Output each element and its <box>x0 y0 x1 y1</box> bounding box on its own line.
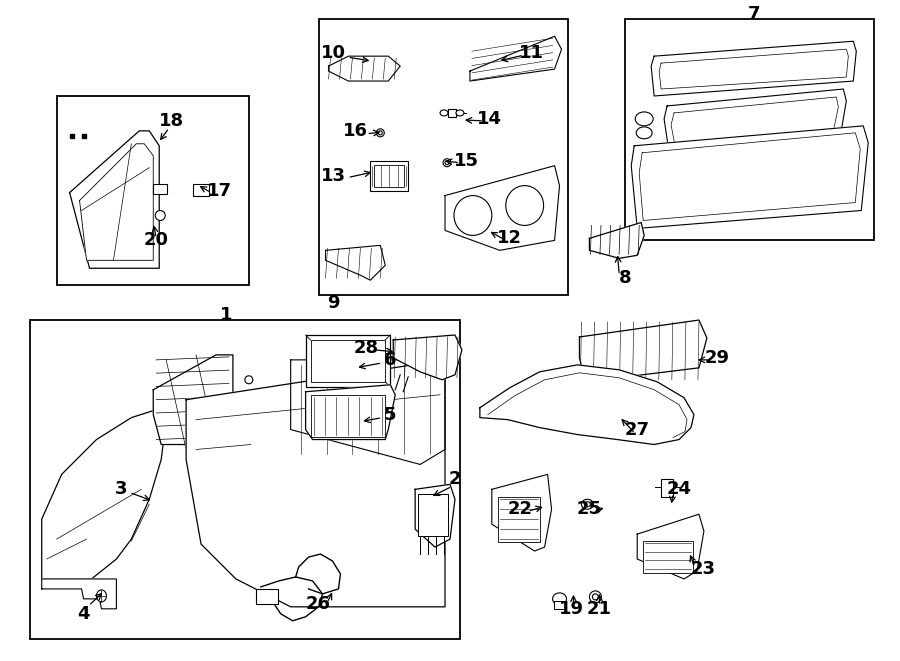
Bar <box>153 184 167 194</box>
Ellipse shape <box>155 210 166 221</box>
Bar <box>644 541 693 573</box>
Bar <box>57 96 248 285</box>
Polygon shape <box>631 126 868 229</box>
Polygon shape <box>79 144 153 260</box>
Polygon shape <box>491 475 552 551</box>
Ellipse shape <box>445 161 449 165</box>
Polygon shape <box>652 41 856 96</box>
Bar <box>30 320 460 639</box>
Bar <box>310 395 385 436</box>
Polygon shape <box>664 89 846 153</box>
Ellipse shape <box>250 401 256 408</box>
Ellipse shape <box>635 112 653 126</box>
Polygon shape <box>445 166 560 251</box>
Polygon shape <box>328 56 400 81</box>
Ellipse shape <box>443 159 451 167</box>
Text: 6: 6 <box>384 351 397 369</box>
Ellipse shape <box>553 593 566 605</box>
Polygon shape <box>41 410 166 579</box>
Text: 1: 1 <box>220 306 232 324</box>
Text: 4: 4 <box>77 605 90 623</box>
Text: 13: 13 <box>321 167 346 184</box>
Text: 5: 5 <box>384 406 397 424</box>
Text: 16: 16 <box>343 122 368 140</box>
Bar <box>256 589 278 604</box>
Polygon shape <box>326 245 385 280</box>
Polygon shape <box>393 335 462 380</box>
Text: 8: 8 <box>619 269 632 288</box>
Polygon shape <box>153 355 233 444</box>
Text: 21: 21 <box>587 600 612 618</box>
Ellipse shape <box>440 110 448 116</box>
Ellipse shape <box>590 591 601 603</box>
Ellipse shape <box>636 127 652 139</box>
Polygon shape <box>580 320 706 382</box>
Bar <box>418 494 448 536</box>
Text: 18: 18 <box>158 112 184 130</box>
Ellipse shape <box>378 131 382 135</box>
Ellipse shape <box>454 196 491 235</box>
Text: 25: 25 <box>577 500 602 518</box>
Bar <box>498 497 540 542</box>
Text: 28: 28 <box>354 339 379 357</box>
Text: 27: 27 <box>625 420 650 439</box>
Text: 19: 19 <box>559 600 584 618</box>
Polygon shape <box>306 385 395 440</box>
Polygon shape <box>186 360 445 607</box>
Polygon shape <box>590 223 644 258</box>
Text: 26: 26 <box>306 595 331 613</box>
Text: 7: 7 <box>748 5 760 23</box>
Text: 3: 3 <box>115 481 128 498</box>
Bar <box>626 19 874 241</box>
Bar <box>310 340 385 382</box>
Bar <box>306 335 391 387</box>
Bar <box>554 601 565 609</box>
Ellipse shape <box>581 499 593 509</box>
Bar <box>448 109 456 117</box>
Polygon shape <box>637 514 704 579</box>
Ellipse shape <box>592 594 598 600</box>
Polygon shape <box>415 485 455 547</box>
Text: 10: 10 <box>321 44 346 62</box>
Text: 11: 11 <box>519 44 544 62</box>
Text: 17: 17 <box>206 182 231 200</box>
Text: 2: 2 <box>449 471 461 488</box>
Text: 20: 20 <box>144 231 168 249</box>
Polygon shape <box>41 579 116 609</box>
Bar <box>662 479 673 497</box>
Text: 14: 14 <box>477 110 502 128</box>
Polygon shape <box>470 36 562 81</box>
Bar <box>370 161 409 190</box>
Text: 15: 15 <box>454 152 480 170</box>
Polygon shape <box>69 131 159 268</box>
Ellipse shape <box>96 590 106 602</box>
Text: 9: 9 <box>328 294 339 312</box>
Ellipse shape <box>584 502 590 507</box>
Ellipse shape <box>245 376 253 384</box>
Ellipse shape <box>376 129 384 137</box>
Text: 22: 22 <box>508 500 532 518</box>
Text: 23: 23 <box>690 560 716 578</box>
Bar <box>194 184 209 196</box>
Ellipse shape <box>506 186 544 225</box>
Text: 12: 12 <box>497 229 522 247</box>
Ellipse shape <box>456 110 464 116</box>
Bar <box>319 19 568 295</box>
Text: 29: 29 <box>705 349 729 367</box>
Polygon shape <box>480 365 694 444</box>
Text: 24: 24 <box>667 481 691 498</box>
Bar <box>374 165 404 186</box>
